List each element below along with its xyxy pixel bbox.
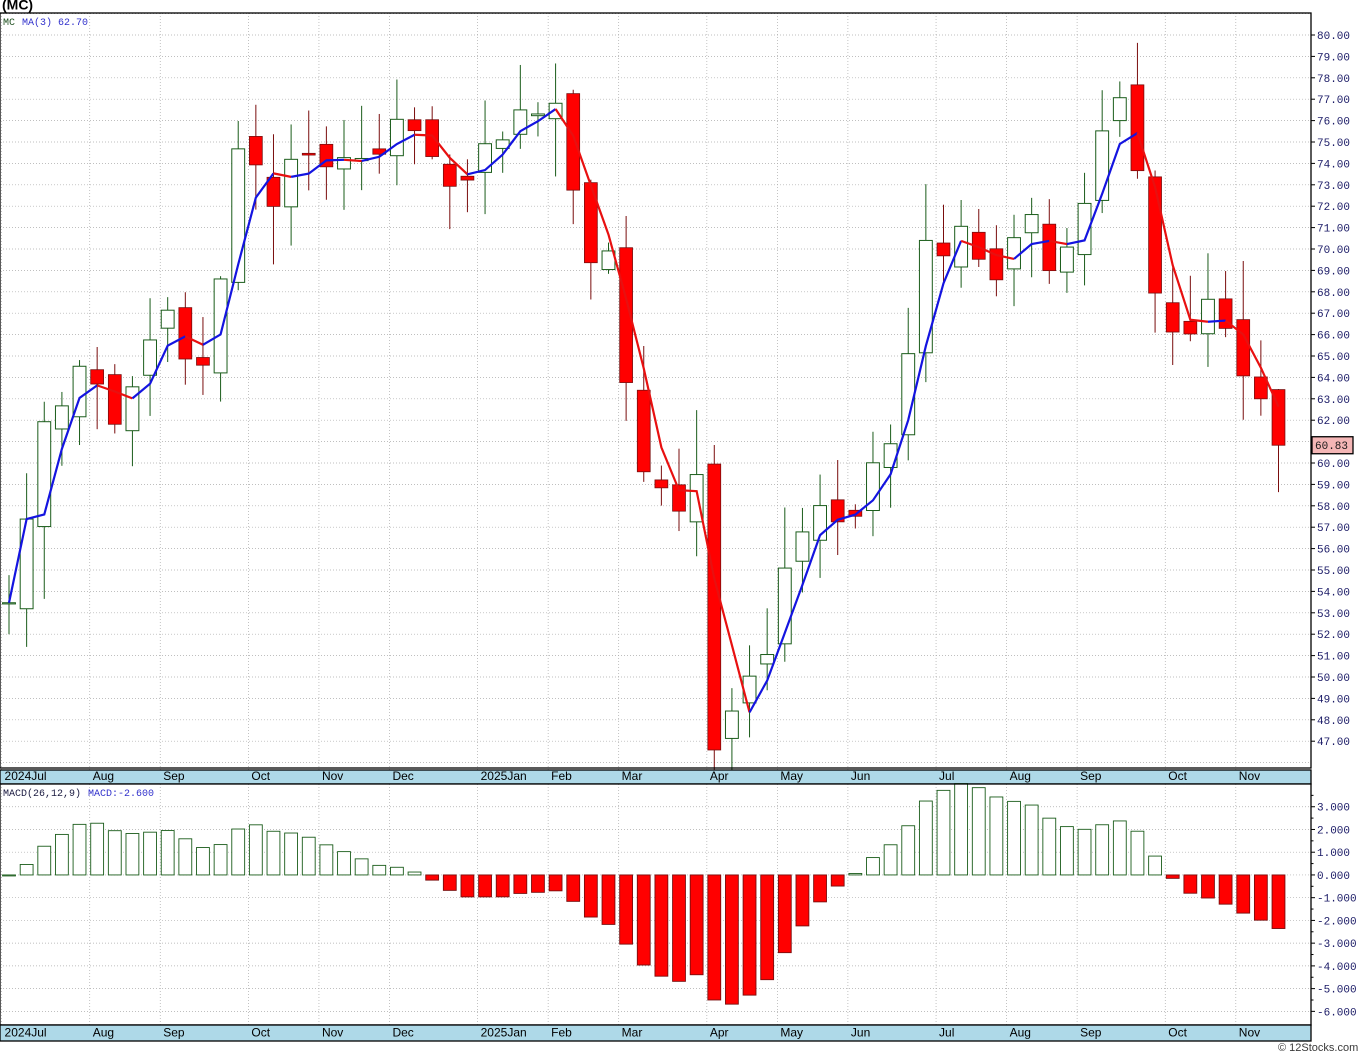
svg-text:74.00: 74.00 — [1317, 159, 1350, 171]
svg-text:MACD(26,12,9): MACD(26,12,9) — [3, 788, 81, 800]
svg-text:62.00: 62.00 — [1317, 416, 1350, 428]
svg-text:© 12Stocks.com: © 12Stocks.com — [1278, 1042, 1358, 1054]
svg-text:51.00: 51.00 — [1317, 652, 1350, 664]
svg-text:Mar: Mar — [622, 1026, 643, 1040]
svg-text:Aug: Aug — [1010, 1026, 1031, 1040]
svg-text:57.00: 57.00 — [1317, 523, 1350, 535]
svg-text:Oct: Oct — [1168, 1026, 1187, 1040]
svg-text:70.00: 70.00 — [1317, 245, 1350, 257]
svg-text:-4.000: -4.000 — [1317, 962, 1357, 974]
svg-text:May: May — [780, 769, 803, 783]
svg-text:52.00: 52.00 — [1317, 630, 1350, 642]
svg-text:2024Jul: 2024Jul — [5, 1026, 47, 1040]
svg-text:Dec: Dec — [392, 769, 413, 783]
svg-text:Jul: Jul — [939, 769, 954, 783]
svg-text:Feb: Feb — [551, 1026, 572, 1040]
svg-text:63.00: 63.00 — [1317, 395, 1350, 407]
svg-text:Sep: Sep — [163, 769, 185, 783]
svg-text:Aug: Aug — [93, 769, 114, 783]
svg-text:69.00: 69.00 — [1317, 266, 1350, 278]
svg-text:3.000: 3.000 — [1317, 803, 1350, 815]
svg-text:2.000: 2.000 — [1317, 825, 1350, 837]
svg-text:Nov: Nov — [322, 1026, 343, 1040]
svg-text:58.00: 58.00 — [1317, 502, 1350, 514]
svg-text:-3.000: -3.000 — [1317, 939, 1357, 951]
svg-text:54.00: 54.00 — [1317, 587, 1350, 599]
svg-text:56.00: 56.00 — [1317, 545, 1350, 557]
svg-text:-5.000: -5.000 — [1317, 985, 1357, 997]
svg-text:MACD:-2.600: MACD:-2.600 — [88, 789, 154, 800]
svg-text:73.00: 73.00 — [1317, 181, 1350, 193]
svg-text:Apr: Apr — [710, 1026, 729, 1040]
svg-text:Nov: Nov — [1239, 1026, 1260, 1040]
svg-text:Sep: Sep — [1080, 769, 1102, 783]
svg-text:1.000: 1.000 — [1317, 848, 1350, 860]
svg-text:-1.000: -1.000 — [1317, 894, 1357, 906]
svg-text:75.00: 75.00 — [1317, 138, 1350, 150]
svg-text:59.00: 59.00 — [1317, 480, 1350, 492]
svg-text:79.00: 79.00 — [1317, 52, 1350, 64]
svg-text:2025Jan: 2025Jan — [481, 1026, 527, 1040]
svg-text:Feb: Feb — [551, 769, 572, 783]
svg-text:Oct: Oct — [1168, 769, 1187, 783]
svg-text:50.00: 50.00 — [1317, 673, 1350, 685]
svg-text:0.000: 0.000 — [1317, 871, 1350, 883]
svg-text:Nov: Nov — [322, 769, 343, 783]
svg-text:Jul: Jul — [939, 1026, 954, 1040]
svg-text:(MC): (MC) — [2, 0, 33, 13]
svg-text:-6.000: -6.000 — [1317, 1007, 1357, 1019]
svg-text:77.00: 77.00 — [1317, 95, 1350, 107]
svg-text:64.00: 64.00 — [1317, 373, 1350, 385]
svg-text:60.83: 60.83 — [1315, 441, 1348, 453]
svg-text:Apr: Apr — [710, 769, 729, 783]
svg-text:Nov: Nov — [1239, 769, 1260, 783]
svg-text:Sep: Sep — [163, 1026, 185, 1040]
svg-text:Dec: Dec — [392, 1026, 413, 1040]
svg-text:55.00: 55.00 — [1317, 566, 1350, 578]
svg-text:71.00: 71.00 — [1317, 224, 1350, 236]
svg-text:47.00: 47.00 — [1317, 737, 1350, 749]
svg-text:48.00: 48.00 — [1317, 716, 1350, 728]
svg-text:76.00: 76.00 — [1317, 117, 1350, 129]
svg-text:67.00: 67.00 — [1317, 309, 1350, 321]
svg-text:Aug: Aug — [93, 1026, 114, 1040]
svg-text:60.00: 60.00 — [1317, 459, 1350, 471]
svg-text:68.00: 68.00 — [1317, 288, 1350, 300]
svg-text:Jun: Jun — [851, 1026, 870, 1040]
svg-text:49.00: 49.00 — [1317, 694, 1350, 706]
svg-text:80.00: 80.00 — [1317, 31, 1350, 43]
svg-text:66.00: 66.00 — [1317, 331, 1350, 343]
svg-text:Aug: Aug — [1010, 769, 1031, 783]
svg-text:-2.000: -2.000 — [1317, 916, 1357, 928]
svg-text:May: May — [780, 1026, 803, 1040]
svg-text:65.00: 65.00 — [1317, 352, 1350, 364]
svg-text:Oct: Oct — [251, 769, 270, 783]
svg-text:Sep: Sep — [1080, 1026, 1102, 1040]
svg-text:78.00: 78.00 — [1317, 74, 1350, 86]
svg-text:MC: MC — [3, 18, 15, 29]
svg-text:Oct: Oct — [251, 1026, 270, 1040]
svg-text:2025Jan: 2025Jan — [481, 769, 527, 783]
svg-text:2024Jul: 2024Jul — [5, 769, 47, 783]
svg-text:53.00: 53.00 — [1317, 609, 1350, 621]
svg-text:MA(3) 62.70: MA(3) 62.70 — [22, 17, 88, 29]
svg-text:Jun: Jun — [851, 769, 870, 783]
svg-text:Mar: Mar — [622, 769, 643, 783]
svg-text:72.00: 72.00 — [1317, 202, 1350, 214]
